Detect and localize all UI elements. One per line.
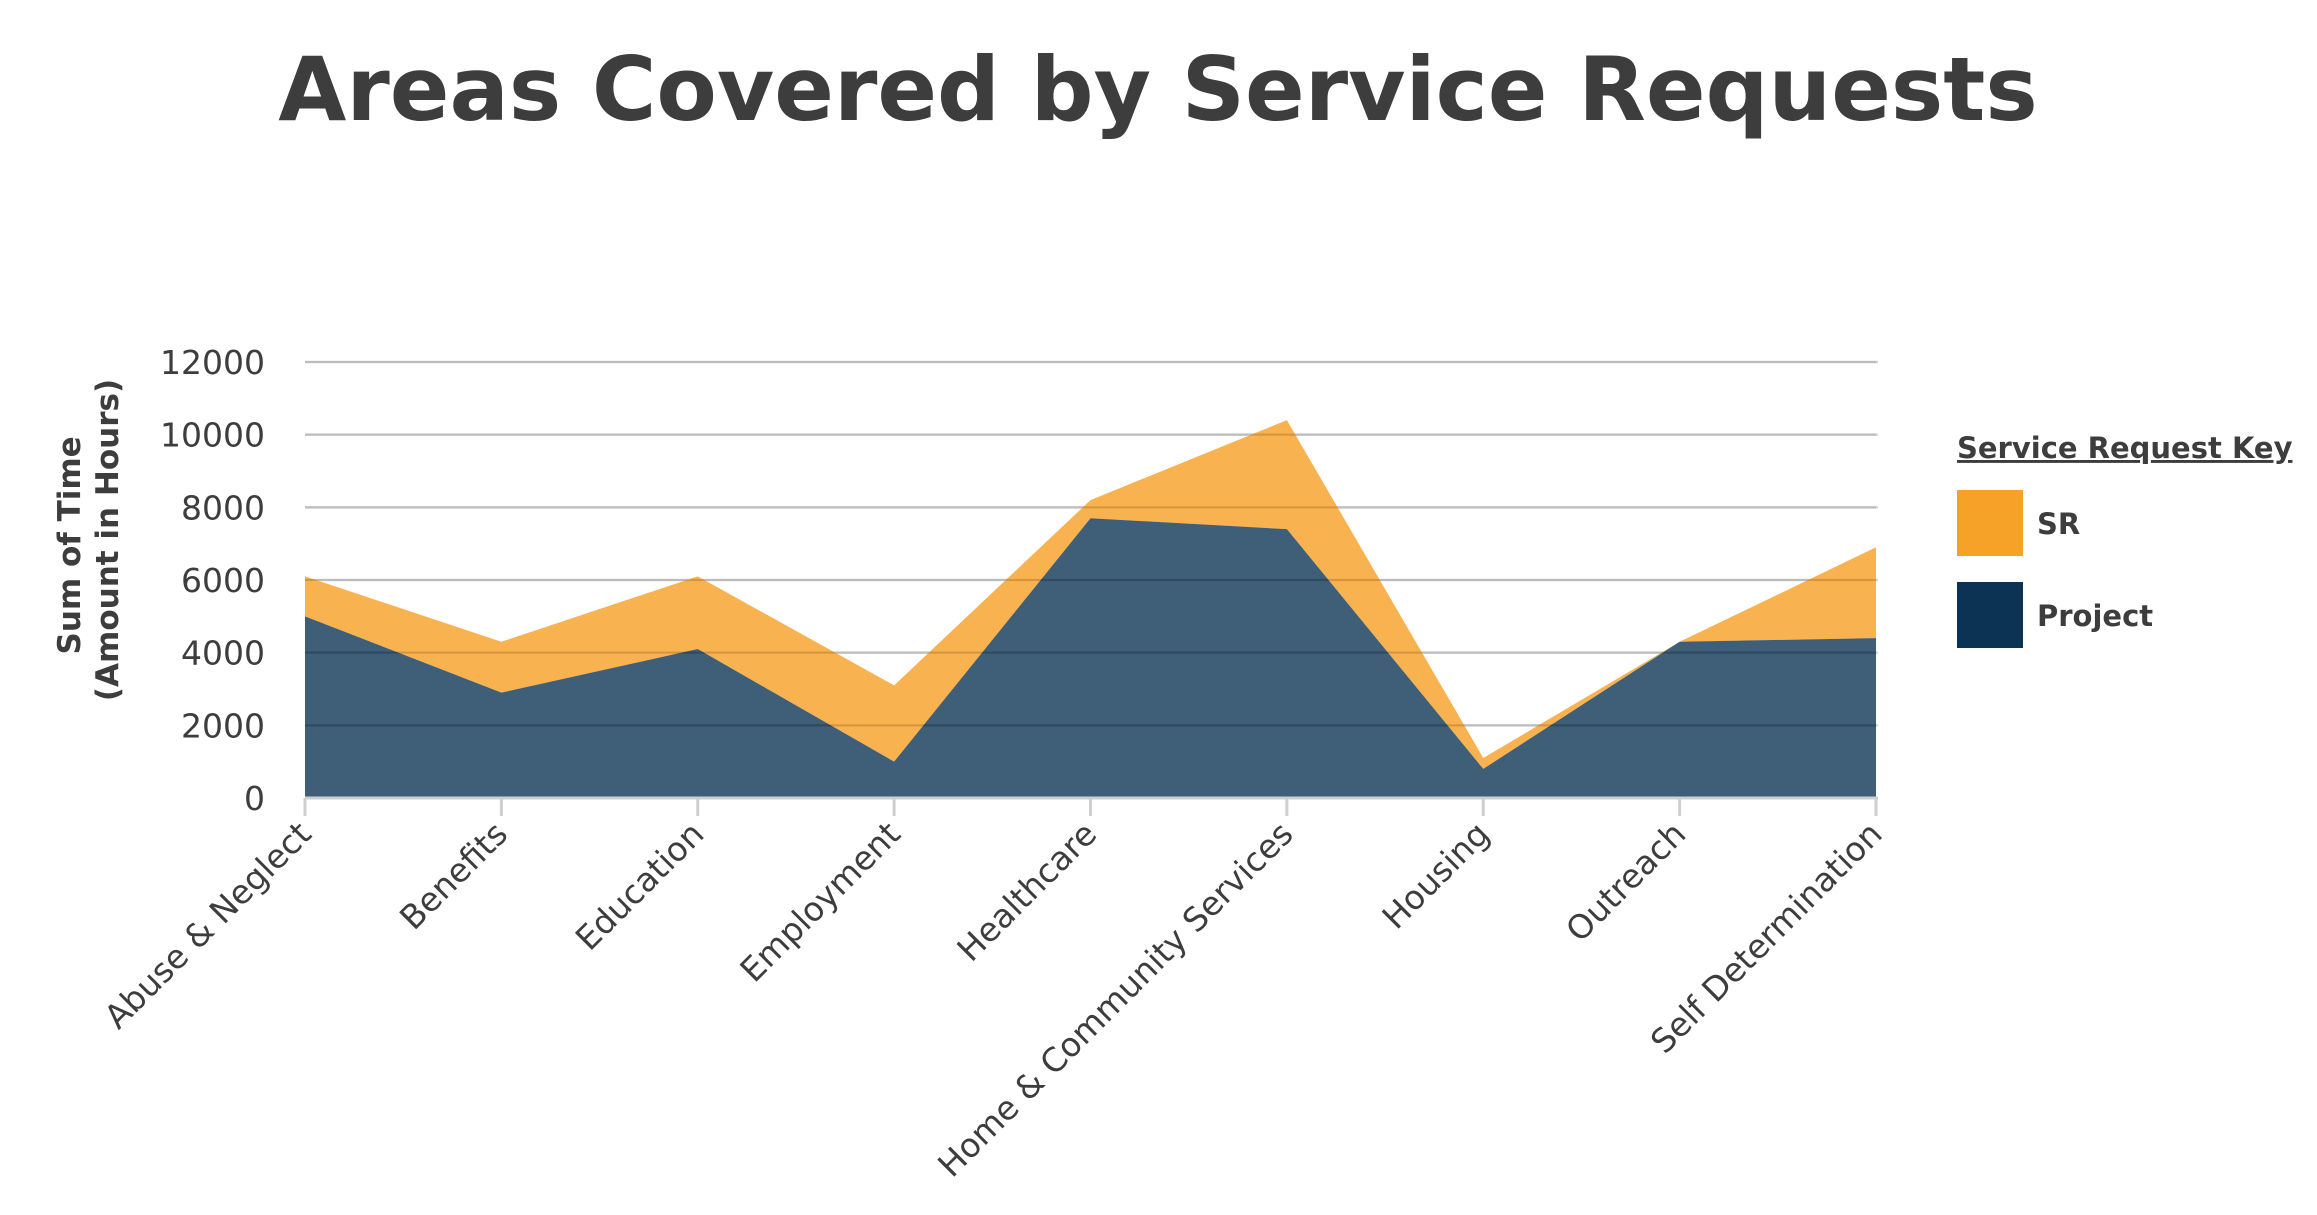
y-tick-label-4000: 4000 bbox=[181, 634, 265, 673]
legend-label-project: Project bbox=[2037, 599, 2153, 633]
x-tick-label-2: Education bbox=[568, 814, 712, 958]
chart-title: Areas Covered by Service Requests bbox=[278, 38, 2037, 141]
x-tick-label-7: Outreach bbox=[1558, 814, 1693, 949]
series-area-project bbox=[305, 518, 1876, 798]
x-tick-label-6: Housing bbox=[1374, 814, 1496, 936]
y-tick-label-6000: 6000 bbox=[181, 561, 265, 600]
x-tick-label-5: Home & Community Services bbox=[930, 814, 1300, 1184]
y-axis-label-line-1: Sum of Time bbox=[52, 436, 88, 654]
legend-swatch-project bbox=[1957, 582, 2023, 648]
x-tick-label-1: Benefits bbox=[392, 814, 515, 937]
x-tick-labels: Abuse & Neglect Benefits Education Employme… bbox=[97, 814, 1890, 1184]
x-tick-label-0: Abuse & Neglect bbox=[97, 814, 319, 1036]
x-tick-label-4: Healthcare bbox=[949, 814, 1104, 969]
y-tick-label-8000: 8000 bbox=[181, 488, 265, 527]
y-tick-label-12000: 12000 bbox=[160, 343, 265, 382]
y-tick-label-0: 0 bbox=[244, 779, 265, 818]
y-tick-labels: 0 2000 4000 6000 8000 10000 12000 bbox=[160, 343, 265, 818]
y-tick-label-10000: 10000 bbox=[160, 416, 265, 455]
y-axis-label: Sum of Time (Amount in Hours) bbox=[52, 379, 126, 701]
legend: Service Request Key SR Project bbox=[1957, 431, 2293, 648]
y-tick-label-2000: 2000 bbox=[181, 706, 265, 745]
data-areas bbox=[305, 361, 1876, 798]
legend-title: Service Request Key bbox=[1957, 431, 2293, 465]
y-axis-label-line-2: (Amount in Hours) bbox=[90, 379, 126, 701]
legend-swatch-sr bbox=[1957, 490, 2023, 556]
legend-label-sr: SR bbox=[2037, 507, 2080, 541]
axes bbox=[303, 796, 1878, 816]
x-tick-label-3: Employment bbox=[732, 814, 908, 990]
